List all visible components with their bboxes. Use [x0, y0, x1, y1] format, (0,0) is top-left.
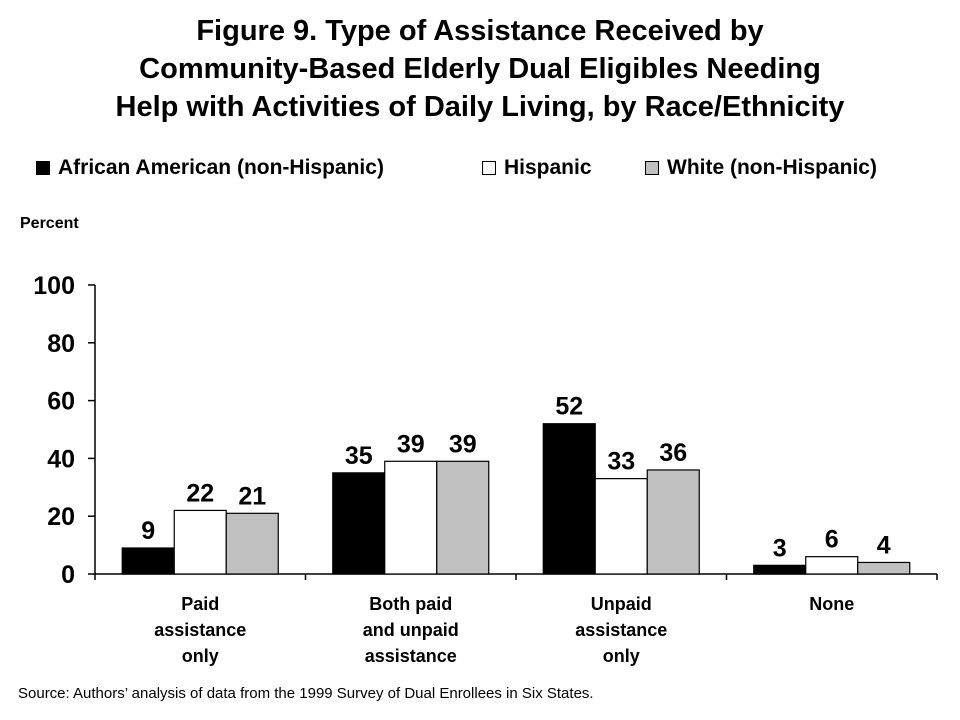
bar-value-label: 6	[825, 526, 839, 554]
x-category-label: assistance	[154, 620, 246, 640]
source-note: Source: Authors’ analysis of data from t…	[18, 685, 594, 702]
bar-value-label: 52	[555, 393, 583, 421]
bar	[594, 478, 648, 575]
legend-swatch-hispanic	[482, 161, 496, 175]
legend: African American (non-Hispanic) Hispanic…	[0, 156, 960, 182]
bar	[384, 460, 438, 575]
bar	[805, 556, 859, 575]
legend-label-hispanic: Hispanic	[504, 156, 592, 179]
y-tick-label: 60	[47, 388, 75, 416]
x-category-label: only	[182, 646, 219, 666]
y-tick-label: 40	[47, 445, 75, 473]
bar-value-label: 21	[238, 482, 266, 510]
legend-label-african-american: African American (non-Hispanic)	[58, 156, 384, 179]
legend-swatch-african-american	[36, 161, 50, 175]
bar	[173, 509, 227, 575]
x-category-label: and unpaid	[363, 620, 459, 640]
bar-value-label: 35	[345, 442, 373, 470]
bar-value-label: 9	[141, 517, 155, 545]
y-tick-label: 100	[33, 272, 75, 300]
legend-item-hispanic: Hispanic	[482, 156, 592, 180]
y-axis-label: Percent	[20, 215, 79, 232]
bar-value-label: 22	[186, 479, 214, 507]
bar-value-label: 3	[773, 534, 787, 562]
x-category-label: assistance	[365, 646, 457, 666]
bar-value-label: 39	[397, 430, 425, 458]
bar	[857, 561, 911, 575]
bar-value-label: 39	[449, 430, 477, 458]
x-category-label: Paid	[181, 594, 219, 614]
bar	[542, 423, 596, 575]
x-category-label: Both paid	[369, 594, 452, 614]
bar	[121, 547, 175, 575]
chart-title: Figure 9. Type of Assistance Received by…	[0, 12, 960, 126]
legend-label-white: White (non-Hispanic)	[667, 156, 877, 179]
bar	[225, 512, 279, 575]
bar	[436, 460, 490, 575]
legend-swatch-white	[645, 161, 659, 175]
chart-title-line-1: Figure 9. Type of Assistance Received by	[196, 15, 764, 47]
y-tick-label: 0	[61, 561, 75, 589]
chart-title-line-2: Community-Based Elderly Dual Eligibles N…	[139, 53, 821, 85]
bar	[646, 469, 700, 575]
bar	[332, 472, 386, 575]
y-tick-label: 20	[47, 503, 75, 531]
bar-value-label: 36	[659, 439, 687, 467]
x-category-label: None	[809, 594, 854, 614]
x-category-label: only	[603, 646, 640, 666]
bar-value-label: 33	[607, 448, 635, 476]
chart-title-line-3: Help with Activities of Daily Living, by…	[115, 91, 845, 123]
legend-item-african-american: African American (non-Hispanic)	[36, 156, 384, 180]
x-category-label: Unpaid	[591, 594, 652, 614]
bar-value-label: 4	[877, 531, 891, 559]
legend-item-white: White (non-Hispanic)	[645, 156, 877, 180]
x-category-label: assistance	[575, 620, 667, 640]
y-tick-label: 80	[47, 330, 75, 358]
bar	[753, 564, 807, 575]
